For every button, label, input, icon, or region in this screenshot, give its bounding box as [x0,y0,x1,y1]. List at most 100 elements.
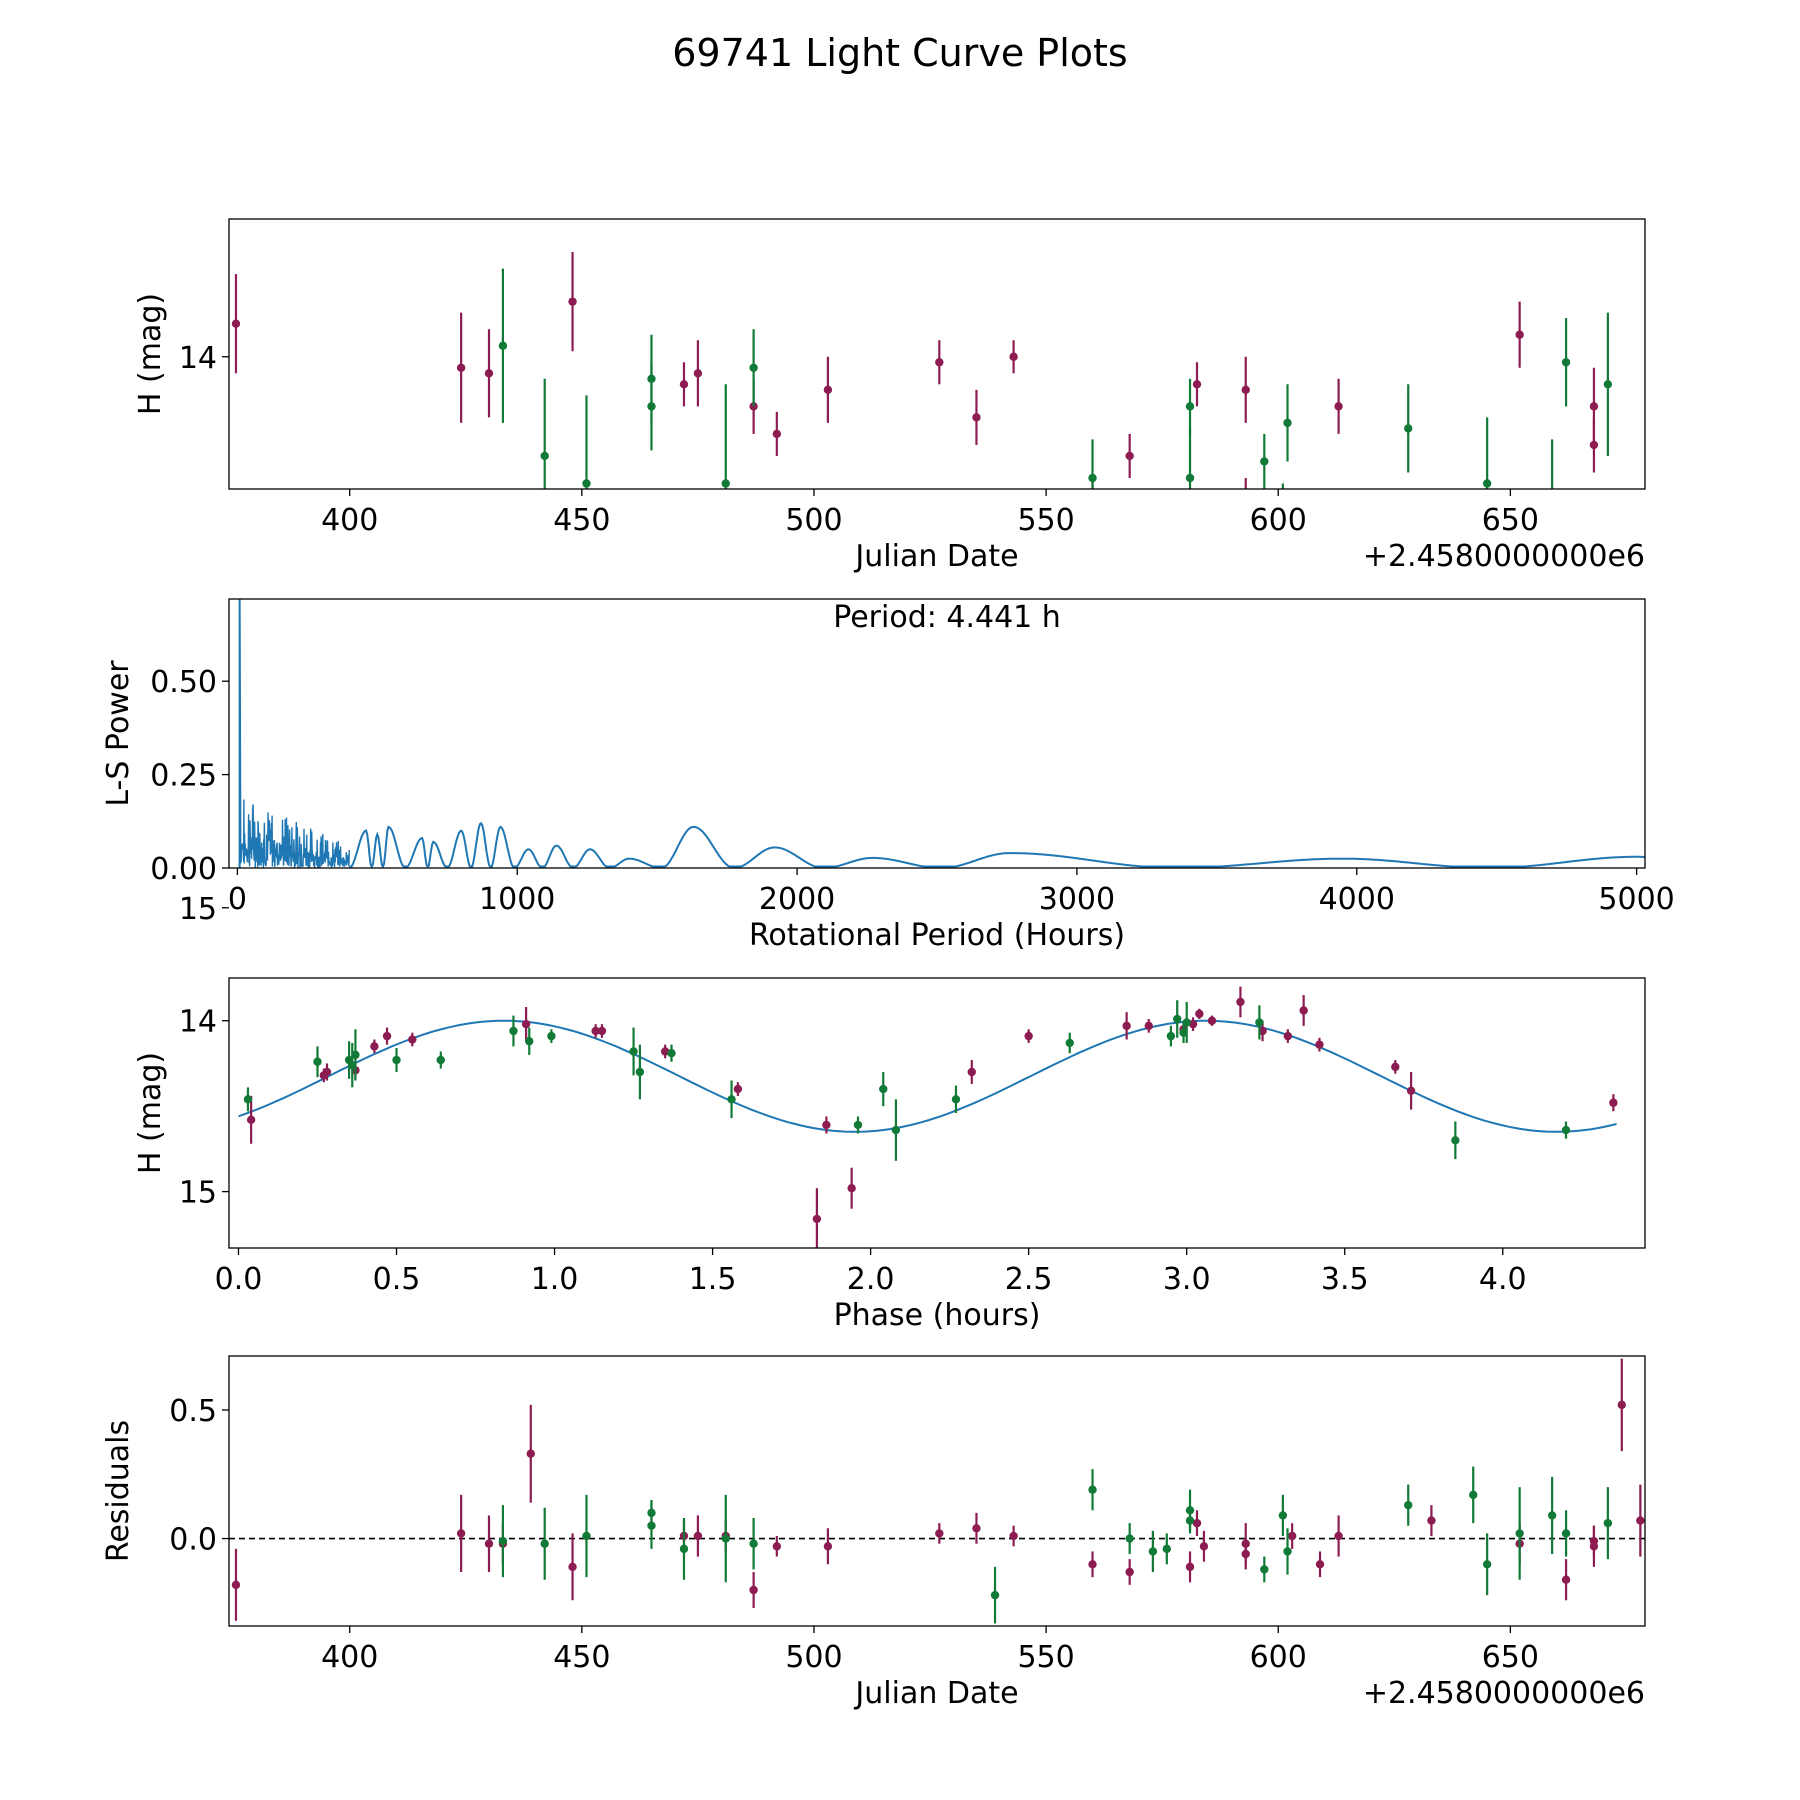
axes-frame [228,977,1646,1249]
periodogram-spike [238,599,242,868]
period-annotation: Period: 4.441 h [833,600,1061,635]
x-tick-label: 650 [1482,1640,1539,1675]
data-point [812,1214,822,1224]
data-point [1149,606,1157,614]
data-point [990,1590,1000,1600]
series-series_a [231,1358,1645,1621]
data-point [1515,705,1523,713]
data-point [1125,1534,1134,1543]
data-point [521,1019,531,1029]
data-point [721,1534,730,1543]
data-point [1173,1014,1182,1024]
panel-phase-fold: 0.0 0.5 1.0 1.5 2.0 2.5 3.0 3.5 4.0 15 14 Phase (ho… [133,977,1646,1333]
data-point [721,479,730,488]
data-point [408,1035,417,1044]
x-axis-label: Rotational Period (Hours) [749,918,1125,953]
data-point [582,479,591,488]
data-point [526,1449,535,1458]
data-point [1451,1136,1460,1145]
model-curve [238,1019,1617,1133]
data-point [891,1125,901,1135]
panels: 400 450 500 550 600 650 15 14 Julian Date H (mag)… [101,218,1675,1711]
data-point [1125,1567,1134,1577]
x-tick-label: 650 [1482,503,1539,538]
data-point [1469,1490,1478,1500]
data-point [1199,1542,1209,1551]
x-tick-label: 600 [1250,503,1307,538]
data-point [1009,1531,1018,1541]
data-point [1088,501,1096,509]
x-tick-label: 2000 [759,882,835,917]
data-point [1182,1018,1191,1027]
data-point [1195,1009,1204,1019]
data-point [772,429,782,439]
data-point [1192,380,1202,389]
x-tick-label: 500 [785,503,842,538]
data-point [1334,402,1343,411]
data-point [1125,705,1133,713]
y-tick-label: 15 [179,1176,217,1211]
data-point [679,380,689,389]
series-series_b [243,1000,1571,1161]
data-point [680,601,688,609]
data-point [1406,1086,1416,1095]
data-point [498,341,508,350]
data-point [1547,1511,1557,1520]
data-point [243,1095,253,1104]
data-point [1427,1516,1436,1525]
data-point [772,1542,782,1551]
data-point [1255,1018,1264,1027]
data-point [722,606,730,614]
data-point [597,1026,607,1036]
data-point [582,1531,591,1541]
data-point [1561,1125,1571,1135]
x-tick-label: 500 [785,1640,842,1675]
y-axis-label: L-S Power [101,660,136,807]
data-point [1617,1400,1626,1410]
data-point [727,1095,736,1104]
x-tick-label: 3.5 [1321,1262,1369,1297]
data-point [1065,1038,1074,1048]
y-tick-label: 14 [179,341,217,376]
data-point [935,358,944,367]
x-tick-label: 3000 [1039,882,1115,917]
plot-area [231,252,1613,713]
data-point [1163,678,1171,686]
data-point [1334,1531,1343,1541]
data-point [1427,512,1435,520]
x-tick-label: 0.5 [373,1262,421,1297]
data-point [1185,473,1195,483]
data-point [498,1536,508,1546]
data-point [1200,689,1208,697]
x-tick-label: 550 [1017,1640,1074,1675]
data-point [660,1047,670,1056]
data-point [540,1539,549,1548]
axes-frame [228,598,1646,869]
data-point [749,363,758,372]
data-point [1609,1098,1618,1107]
y-axis-label: H (mag) [133,293,168,415]
data-point [231,1580,241,1590]
data-point [1316,567,1324,575]
data-point [1185,402,1195,411]
data-point [1482,1560,1492,1569]
data-point [1515,330,1524,339]
y-tick-label: 15 [179,892,217,927]
data-point [499,578,507,586]
x-tick-label: 450 [553,1640,610,1675]
data-point [1562,518,1570,526]
data-point [1589,1542,1599,1551]
data-point [972,413,981,422]
data-point [991,573,999,581]
panel-periodogram: 0 1000 2000 3000 4000 5000 0.00 0.25 0.50 Rotatio… [101,598,1675,953]
data-point [1188,1019,1198,1029]
data-point [547,1031,556,1041]
data-point [1125,451,1134,461]
data-point [540,451,549,461]
x-tick-label: 550 [1017,503,1074,538]
data-point [591,1026,600,1036]
data-point [1241,385,1250,395]
data-point [1088,1485,1097,1494]
data-point [679,1544,689,1554]
data-point [1207,1016,1217,1025]
